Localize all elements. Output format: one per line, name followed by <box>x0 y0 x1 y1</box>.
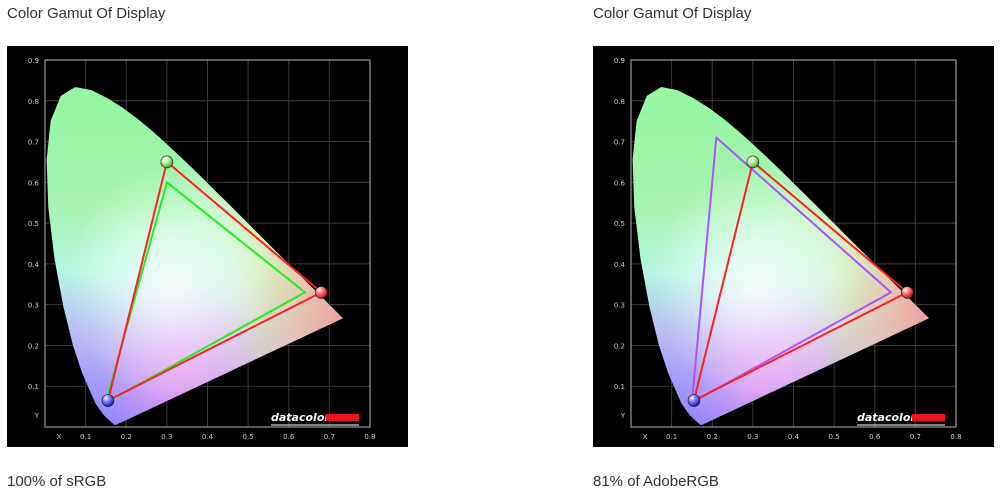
reference-gamut-triangle <box>104 181 306 404</box>
y-tick-label: 0.7 <box>28 139 39 147</box>
y-tick-label: Y <box>620 412 626 420</box>
chart-panel-adobergb: Color Gamut Of Display X 0.1 0.2 0.3 0.4 0.5 0… <box>593 0 1000 500</box>
x-tick-label: 0.1 <box>80 433 91 441</box>
primary-marker <box>101 394 115 407</box>
x-tick-label: 0.7 <box>324 433 335 441</box>
chart-title: Color Gamut Of Display <box>7 5 166 22</box>
brand-bar <box>912 414 945 421</box>
x-tick-label: 0.3 <box>161 433 172 441</box>
y-tick-label: 0.5 <box>614 220 625 228</box>
x-tick-label: 0.6 <box>869 433 881 441</box>
datacolor-logo: datacolor <box>271 411 359 426</box>
y-tick-label: 0.9 <box>28 57 39 65</box>
y-tick-label: 0.9 <box>614 57 625 65</box>
y-tick-label: 0.4 <box>28 261 40 269</box>
x-tick-label: 0.5 <box>829 433 840 441</box>
chart-area: X 0.1 0.2 0.3 0.4 0.5 0.6 0.7 0.8 Y 0.1 0.2 0.3 0.4 0.… <box>7 46 408 447</box>
x-tick-label: 0.1 <box>666 433 677 441</box>
chart-caption: 81% of AdobeRGB <box>593 473 719 490</box>
primary-marker <box>160 155 174 169</box>
chromaticity-chart: X 0.1 0.2 0.3 0.4 0.5 0.6 0.7 0.8 Y 0.1 0.2 0.3 0.4 0.… <box>28 57 376 441</box>
y-tick-label: 0.6 <box>28 179 40 187</box>
spectral-locus <box>632 87 929 425</box>
y-tick-label: 0.6 <box>614 179 626 187</box>
x-tick-label: 0.5 <box>243 433 254 441</box>
plot-frame <box>44 59 371 428</box>
y-tick-label: 0.2 <box>614 342 625 350</box>
x-tick-label: 0.2 <box>707 433 718 441</box>
display-gamut-triangle <box>693 160 909 402</box>
y-tick-label: 0.8 <box>28 98 39 106</box>
locus-fill-white <box>632 87 929 425</box>
datacolor-logo: datacolor <box>857 411 945 426</box>
y-tick-label: 0.3 <box>28 302 39 310</box>
y-tick-label: 0.8 <box>614 98 625 106</box>
x-tick-label: X <box>57 433 62 441</box>
locus-fill-white <box>46 87 343 425</box>
primary-marker <box>687 394 701 407</box>
x-tick-label: 0.7 <box>910 433 921 441</box>
brand-text: datacolor <box>857 411 916 424</box>
primary-marker <box>746 155 760 169</box>
y-tick-label: 0.7 <box>614 139 625 147</box>
y-tick-label: 0.4 <box>614 261 626 269</box>
chart-area: X 0.1 0.2 0.3 0.4 0.5 0.6 0.7 0.8 Y 0.1 0.2 0.3 0.4 0.… <box>593 46 994 447</box>
chart-caption: 100% of sRGB <box>7 473 107 490</box>
y-tick-label: 0.1 <box>614 383 625 391</box>
chart-panel-srgb: Color Gamut Of Display X 0.1 0.2 0.3 0.4 0.5 0… <box>7 0 417 500</box>
y-tick-label: Y <box>34 412 40 420</box>
brand-text: datacolor <box>271 411 330 424</box>
x-tick-label: 0.8 <box>950 433 961 441</box>
reference-gamut-triangle <box>690 136 892 404</box>
chart-title: Color Gamut Of Display <box>593 5 752 22</box>
y-tick-label: 0.1 <box>28 383 39 391</box>
display-gamut-triangle <box>107 160 323 402</box>
x-tick-label: X <box>643 433 648 441</box>
x-tick-label: 0.8 <box>364 433 375 441</box>
x-tick-label: 0.4 <box>202 433 214 441</box>
primary-marker <box>314 286 328 299</box>
chromaticity-chart: X 0.1 0.2 0.3 0.4 0.5 0.6 0.7 0.8 Y 0.1 0.2 0.3 0.4 0.… <box>614 57 962 441</box>
x-tick-label: 0.4 <box>788 433 800 441</box>
y-tick-label: 0.5 <box>28 220 39 228</box>
spectral-locus <box>46 87 343 425</box>
brand-bar <box>326 414 359 421</box>
x-tick-label: 0.3 <box>747 433 758 441</box>
plot-frame <box>630 59 957 428</box>
x-tick-label: 0.2 <box>121 433 132 441</box>
y-tick-label: 0.2 <box>28 342 39 350</box>
x-tick-label: 0.6 <box>283 433 295 441</box>
primary-marker <box>900 286 914 299</box>
y-tick-label: 0.3 <box>614 302 625 310</box>
